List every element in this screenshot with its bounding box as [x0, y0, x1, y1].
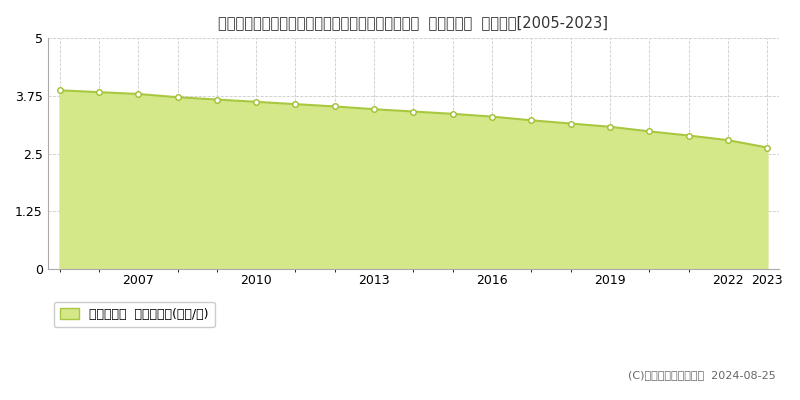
Title: 福井県三方上中郡若狭町熊川２１号上ノ段１０番外  基準地価格  地価推移[2005-2023]: 福井県三方上中郡若狭町熊川２１号上ノ段１０番外 基準地価格 地価推移[2005-…	[218, 15, 609, 30]
Legend: 基準地価格  平均坪単価(万円/坪): 基準地価格 平均坪単価(万円/坪)	[54, 302, 214, 328]
Text: (C)土地価格ドットコム  2024-08-25: (C)土地価格ドットコム 2024-08-25	[628, 370, 776, 380]
